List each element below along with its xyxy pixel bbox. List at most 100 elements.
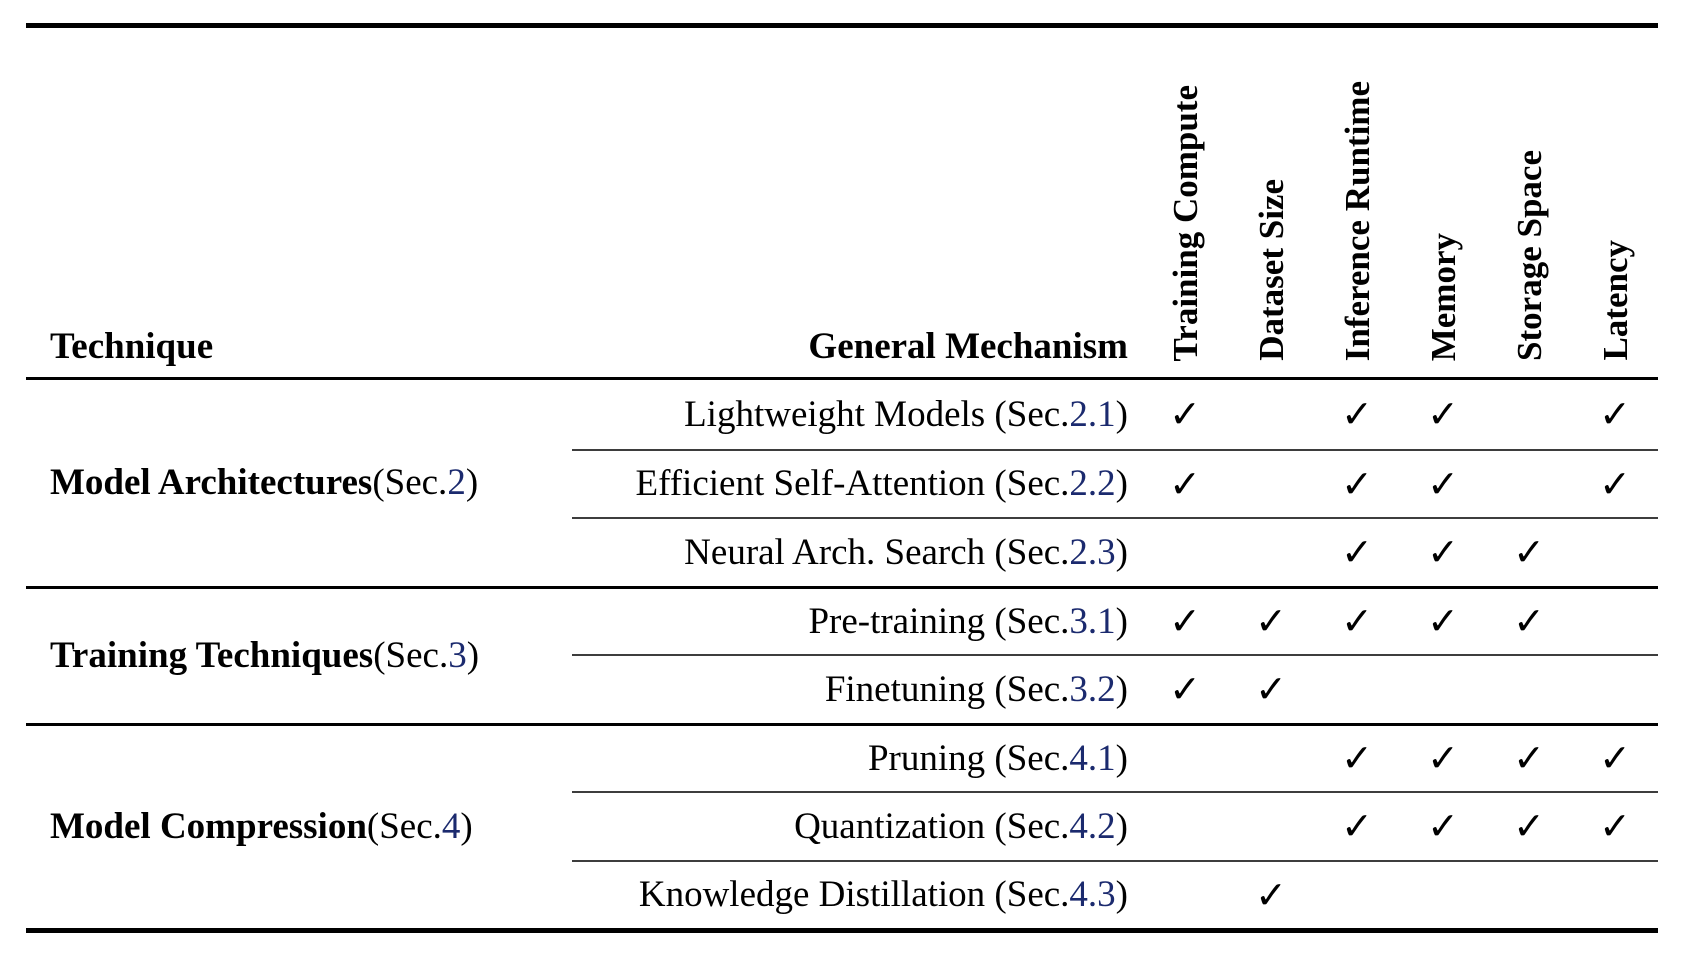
mechanism-pruning: Pruning (Sec. 4.1) [572,722,1142,792]
group-name: Training Techniques [50,635,374,676]
technique-header-label: Technique [50,326,214,368]
check-cell [1486,654,1572,723]
mechanism-label-suffix: ) [1115,531,1128,573]
check-cell [1572,859,1658,929]
section-link[interactable]: 4.2 [1069,805,1116,847]
check-cell: ✓ [1228,585,1314,655]
mechanism-label-suffix: ) [1115,600,1128,642]
group-sec-suffix: ) [466,635,480,676]
check-cell: ✓ [1142,654,1228,723]
mechanism-label-suffix: ) [1115,668,1128,710]
check-cell: ✓ [1599,392,1631,437]
mechanism-label-suffix: ) [1115,805,1128,847]
mechanism-quantization: Quantization (Sec. 4.2) [572,791,1142,860]
section-link[interactable]: 4.3 [1069,874,1116,916]
group-name: Model Compression [50,806,367,848]
check-cell [1486,859,1572,929]
check-cell [1142,859,1228,929]
check-cell: ✓ [1314,722,1400,792]
technique-group-model-architectures: Model Architectures (Sec. 2) [26,380,572,586]
mechanism-label: Finetuning (Sec. [824,668,1070,710]
check-cell [1142,722,1228,792]
section-link[interactable]: 2 [447,462,466,504]
check-cell: ✓ [1486,722,1572,792]
column-header-latency: Latency [1572,28,1658,380]
rotated-header-label: Training Compute [1165,84,1205,361]
group-name: Model Architectures [50,462,373,504]
column-header-storage-space: Storage Space [1486,28,1572,380]
mechanism-label: Neural Arch. Search (Sec. [684,531,1070,573]
group-sec-suffix: ) [460,806,473,848]
mechanism-lightweight-models: Lightweight Models (Sec. 2.1) [572,380,1142,449]
section-link[interactable]: 4 [441,806,461,848]
check-cell: ✓ [1486,585,1572,655]
check-cell: ✓ [1314,517,1400,586]
check-cell: ✓ [1486,517,1572,586]
column-header-mechanism: General Mechanism [572,28,1142,380]
check-cell [1142,517,1228,586]
check-cell: ✓ [1572,791,1658,860]
check-cell [1314,654,1400,723]
check-cell [1142,791,1228,860]
check-cell [1314,859,1400,929]
check-cell: ✓ [1142,585,1228,655]
check-cell: ✓ [1400,448,1486,518]
section-link[interactable]: 2.1 [1069,393,1116,435]
mechanism-label: Pre-training (Sec. [808,600,1070,642]
check-cell [1228,791,1314,860]
check-cell: ✓ [1400,722,1486,792]
check-cell: ✓ [1142,448,1228,518]
check-cell [1486,448,1572,518]
check-cell: ✓ [1228,654,1314,723]
efficiency-techniques-table: Technique General Mechanism Training Com… [26,23,1658,933]
check-cell [1228,448,1314,518]
check-cell: ✓ [1400,791,1486,860]
check-cell [1400,859,1486,929]
check-cell: ✓ [1486,791,1572,860]
column-header-training-compute: Training Compute [1142,28,1228,380]
mechanism-label-suffix: ) [1115,393,1128,435]
check-cell [1486,380,1572,449]
section-link[interactable]: 3 [448,635,467,676]
mechanism-label-suffix: ) [1115,737,1128,779]
check-cell: ✓ [1400,585,1486,655]
check-cell [1228,722,1314,792]
mechanism-label: Knowledge Distillation (Sec. [638,874,1070,916]
mechanism-finetuning: Finetuning (Sec. 3.2) [572,654,1142,723]
check-cell [1228,517,1314,586]
column-header-technique: Technique [26,28,572,380]
mechanism-pre-training: Pre-training (Sec. 3.1) [572,585,1142,655]
group-sec-prefix: (Sec. [372,462,448,504]
mechanism-label: Quantization (Sec. [794,805,1070,847]
group-sec-suffix: ) [465,462,479,504]
mechanism-label-suffix: ) [1115,874,1128,916]
mechanism-knowledge-distillation: Knowledge Distillation (Sec. 4.3) [572,859,1142,929]
column-header-inference-runtime: Inference Runtime [1314,28,1400,380]
check-cell: ✓ [1314,448,1400,518]
group-sec-prefix: (Sec. [373,635,449,676]
rotated-header-label: Latency [1595,240,1635,361]
section-link[interactable]: 3.2 [1069,668,1116,710]
check-cell: ✓ [1427,392,1459,437]
check-cell [1572,654,1658,723]
mechanism-efficient-self-attention: Efficient Self-Attention (Sec. 2.2) [572,448,1142,518]
mechanism-label: Efficient Self-Attention (Sec. [635,463,1070,505]
section-link[interactable]: 4.1 [1069,737,1116,779]
section-link[interactable]: 2.3 [1069,531,1116,573]
check-cell [1572,585,1658,655]
section-link[interactable]: 2.2 [1069,463,1116,505]
check-cell: ✓ [1314,585,1400,655]
check-cell [1228,380,1314,449]
column-header-dataset-size: Dataset Size [1228,28,1314,380]
rotated-header-label: Memory [1423,232,1463,361]
section-link[interactable]: 3.1 [1069,600,1116,642]
check-cell: ✓ [1572,448,1658,518]
rotated-header-label: Dataset Size [1251,179,1291,361]
mechanism-label: Lightweight Models (Sec. [684,393,1070,435]
rotated-header-label: Inference Runtime [1337,80,1377,361]
check-cell: ✓ [1314,791,1400,860]
rotated-header-label: Storage Space [1509,150,1549,361]
mechanism-label: Pruning (Sec. [867,737,1070,779]
column-header-memory: Memory [1400,28,1486,380]
